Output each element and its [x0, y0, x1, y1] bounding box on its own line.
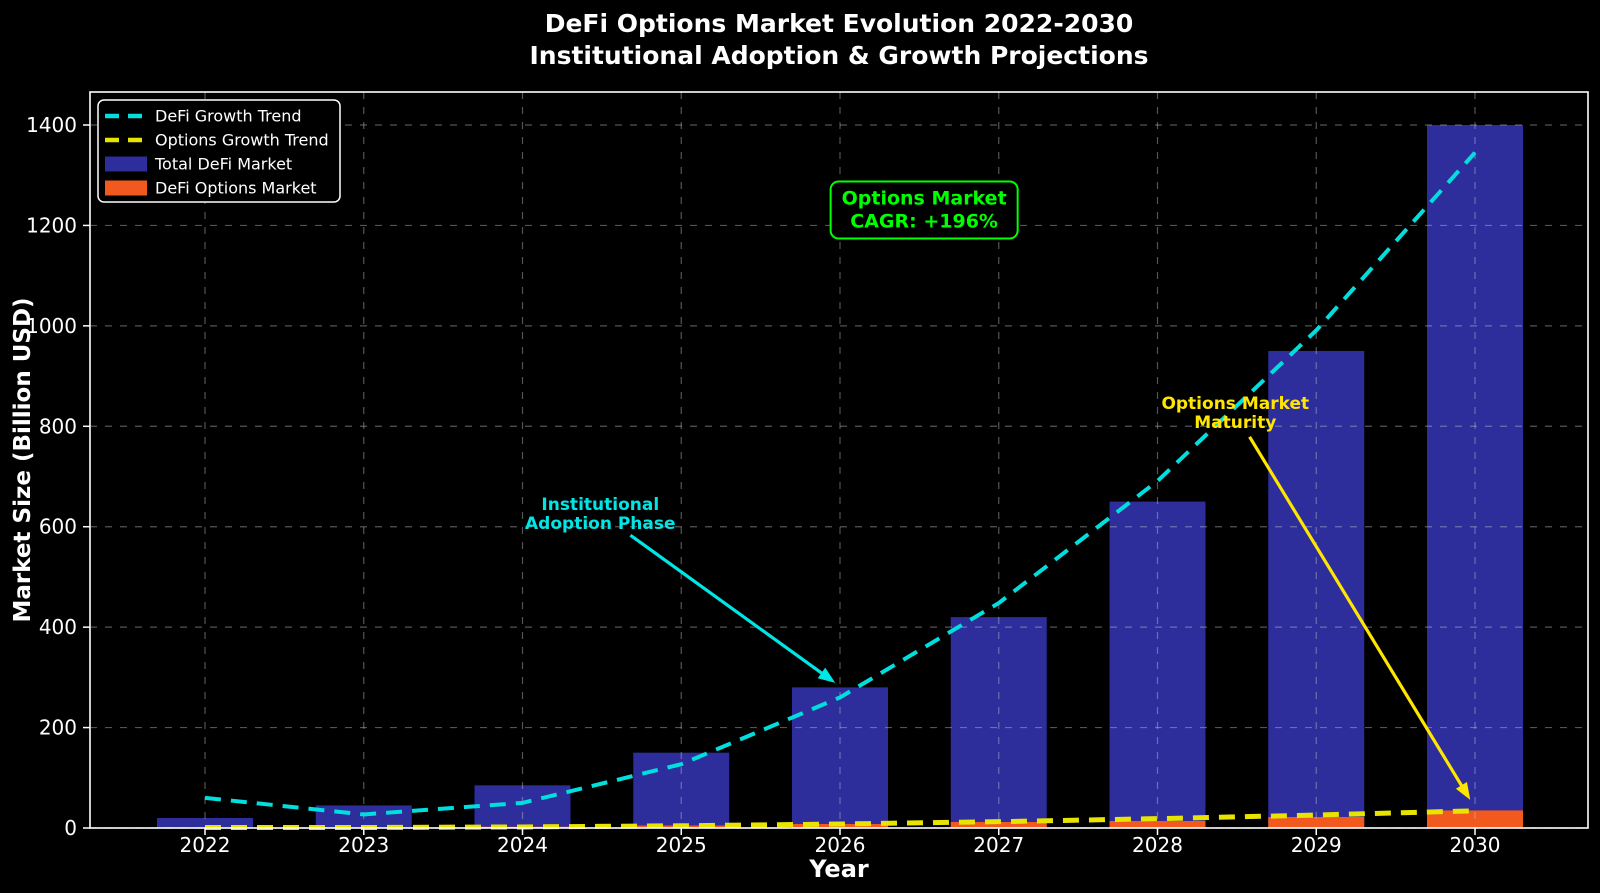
- bar-total-defi-market-2026: [792, 687, 888, 828]
- x-tick-label-2022: 2022: [180, 833, 231, 857]
- x-tick-label-2027: 2027: [973, 833, 1024, 857]
- options-cagr-callout-frame: [829, 180, 1019, 240]
- bar-defi-options-market-2028: [1109, 820, 1206, 828]
- x-tick-label-2025: 2025: [656, 833, 707, 857]
- x-axis-label: Year: [808, 855, 869, 883]
- x-tick-label-2029: 2029: [1291, 833, 1342, 857]
- y-axis-label: Market Size (Billion USD): [10, 297, 36, 622]
- chart-title-line-2: Institutional Adoption & Growth Projecti…: [529, 41, 1148, 70]
- options-maturity-callout-arrow-head: [1455, 781, 1471, 800]
- bar-defi-options-market-2029: [1268, 816, 1365, 828]
- x-tick-label-2026: 2026: [815, 833, 866, 857]
- x-tick-label-2024: 2024: [497, 833, 548, 857]
- options-cagr-callout-line-2: CAGR: +196%: [850, 211, 998, 233]
- legend-swatch-patch: [105, 180, 147, 196]
- bar-total-defi-market-2027: [950, 617, 1047, 828]
- options-maturity-callout-arrow-shaft: [1248, 435, 1467, 793]
- institutional-adoption-callout-arrow-shaft: [629, 533, 829, 679]
- legend-box: [97, 99, 341, 203]
- y-tick-label-1000: 1000: [26, 314, 77, 338]
- institutional-adoption-callout-line-2: Adoption Phase: [525, 514, 676, 534]
- bar-total-defi-market-2028: [1109, 501, 1206, 828]
- y-tick-label-400: 400: [39, 615, 77, 639]
- legend-label-total-defi-market: Total DeFi Market: [154, 155, 292, 174]
- axes-frame: 0 200 400 600 800 1000 1200 1400 2022 2023 2024 202…: [26, 91, 1589, 857]
- y-tick-label-200: 200: [39, 716, 77, 740]
- bar-total-defi-market-2029: [1268, 350, 1365, 828]
- institutional-adoption-callout-arrow-head: [817, 667, 836, 683]
- legend-label-defi-options-market: DeFi Options Market: [155, 179, 317, 198]
- options-cagr-callout-line-1: Options Market: [842, 188, 1007, 210]
- plot-area: [90, 92, 1588, 830]
- bar-total-defi-market-2024: [474, 785, 571, 828]
- plot-border: [89, 91, 1589, 829]
- legend-label-defi-growth-trend: DeFi Growth Trend: [155, 107, 302, 126]
- bar-total-defi-market-2030: [1427, 125, 1523, 828]
- chart-title-line-1: DeFi Options Market Evolution 2022-2030: [545, 9, 1134, 38]
- y-tick-label-1200: 1200: [26, 213, 77, 237]
- bar-defi-options-market-2027: [950, 821, 1047, 828]
- x-tick-label-2030: 2030: [1450, 833, 1501, 857]
- institutional-adoption-callout-line-1: Institutional: [541, 495, 659, 515]
- bar-defi-options-market-2030: [1427, 810, 1523, 828]
- trend-line-defi-growth-trend: [204, 151, 1477, 817]
- x-tick-label-2023: 2023: [338, 833, 389, 857]
- options-maturity-callout-line-1: Options Market: [1161, 394, 1309, 414]
- x-tick-label-2028: 2028: [1132, 833, 1183, 857]
- options-maturity-callout-line-2: Maturity: [1194, 413, 1276, 433]
- axes-text: DeFi Options Market Evolution 2022-2030 …: [10, 9, 1149, 883]
- bar-total-defi-market-2022: [157, 817, 253, 828]
- legend: DeFi Growth Trend Options Growth Trend Tot…: [97, 99, 341, 203]
- y-tick-label-800: 800: [39, 414, 77, 438]
- y-tick-label-600: 600: [39, 515, 77, 539]
- legend-swatch-patch: [105, 156, 147, 172]
- y-tick-label-1400: 1400: [26, 113, 77, 137]
- y-tick-label-0: 0: [64, 816, 77, 840]
- legend-label-options-growth-trend: Options Growth Trend: [155, 131, 329, 150]
